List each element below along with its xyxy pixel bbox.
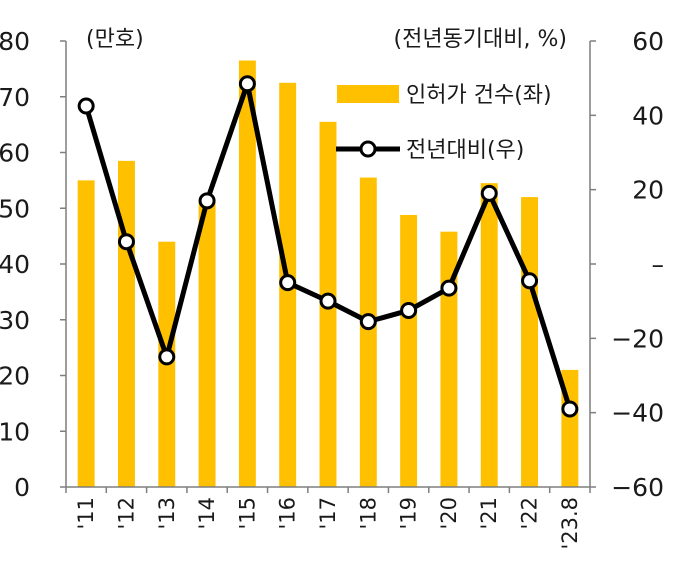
x-tick-label-3: '14	[195, 497, 219, 530]
bar-8	[400, 214, 418, 487]
right-tick-label-2: −20	[611, 324, 664, 353]
line-point-5	[279, 274, 297, 292]
left-tick-label-0: 0	[14, 473, 30, 502]
right-tick-label-3: –	[652, 250, 665, 279]
line-series	[77, 75, 579, 418]
line-point-9	[440, 279, 458, 297]
line-point-4	[238, 75, 256, 93]
bar-1	[117, 160, 135, 488]
legend-bar-swatch	[337, 85, 399, 103]
left-tick-label-1: 10	[0, 417, 30, 446]
x-tick-label-2: '13	[155, 497, 179, 530]
x-tick-label-6: '17	[316, 497, 340, 530]
right-tick-label-1: −40	[611, 399, 664, 428]
line-point-10	[480, 184, 498, 202]
x-tick-label-10: '21	[477, 497, 501, 530]
line-point-7	[359, 313, 377, 331]
left-tick-label-5: 50	[0, 194, 30, 223]
line-point-1	[117, 233, 135, 251]
legend-line-marker	[359, 140, 377, 158]
left-tick-label-7: 70	[0, 83, 30, 112]
left-axis-unit-label: (만호)	[86, 27, 144, 52]
left-tick-label-8: 80	[0, 27, 30, 56]
bar-series	[77, 60, 579, 488]
bar-0	[77, 180, 95, 487]
line-point-3	[198, 192, 216, 210]
x-tick-label-0: '11	[74, 497, 98, 530]
x-tick-label-8: '19	[397, 497, 421, 530]
bar-11	[521, 197, 539, 487]
line-point-2	[158, 348, 176, 366]
x-tick-label-5: '16	[276, 497, 300, 530]
line-point-8	[400, 301, 418, 319]
left-tick-label-3: 30	[0, 306, 30, 335]
bar-3	[198, 202, 216, 488]
x-tick-label-7: '18	[356, 497, 380, 530]
left-tick-label-6: 60	[0, 139, 30, 168]
legend: 인허가 건수(좌) 전년대비(우)	[336, 83, 552, 163]
line-point-6	[319, 292, 337, 310]
bar-10	[480, 183, 498, 487]
x-tick-label-11: '22	[518, 497, 542, 530]
right-tick-label-6: 60	[632, 27, 664, 56]
bar-7	[359, 177, 377, 487]
legend-line-label: 전년대비(우)	[406, 138, 524, 163]
left-axis-ticks: 0 10 20 30 40 50 60 70 80	[0, 27, 66, 502]
x-axis-ticks: '11 '12 '13 '14 '15 '16 '17 '18 '19 '20 '21 '22 '23.…	[65, 487, 591, 550]
right-tick-label-4: 20	[632, 176, 664, 205]
left-tick-label-2: 20	[0, 362, 30, 391]
x-tick-label-12: '23.8	[558, 497, 582, 550]
right-axis-unit-label: (전년동기대비, %)	[394, 27, 568, 52]
right-axis-ticks: −60 −40 −20 – 20 40 60	[590, 27, 664, 502]
legend-bar-label: 인허가 건수(좌)	[406, 83, 552, 108]
x-tick-label-1: '12	[114, 497, 138, 530]
x-tick-label-4: '15	[235, 497, 259, 530]
line-point-0	[77, 97, 95, 115]
x-tick-label-9: '20	[437, 497, 461, 530]
bar-4	[238, 60, 256, 487]
line-point-11	[521, 272, 539, 290]
line-point-12	[561, 400, 579, 418]
right-tick-label-0: −60	[611, 473, 664, 502]
right-tick-label-5: 40	[632, 101, 664, 130]
left-tick-label-4: 40	[0, 250, 30, 279]
